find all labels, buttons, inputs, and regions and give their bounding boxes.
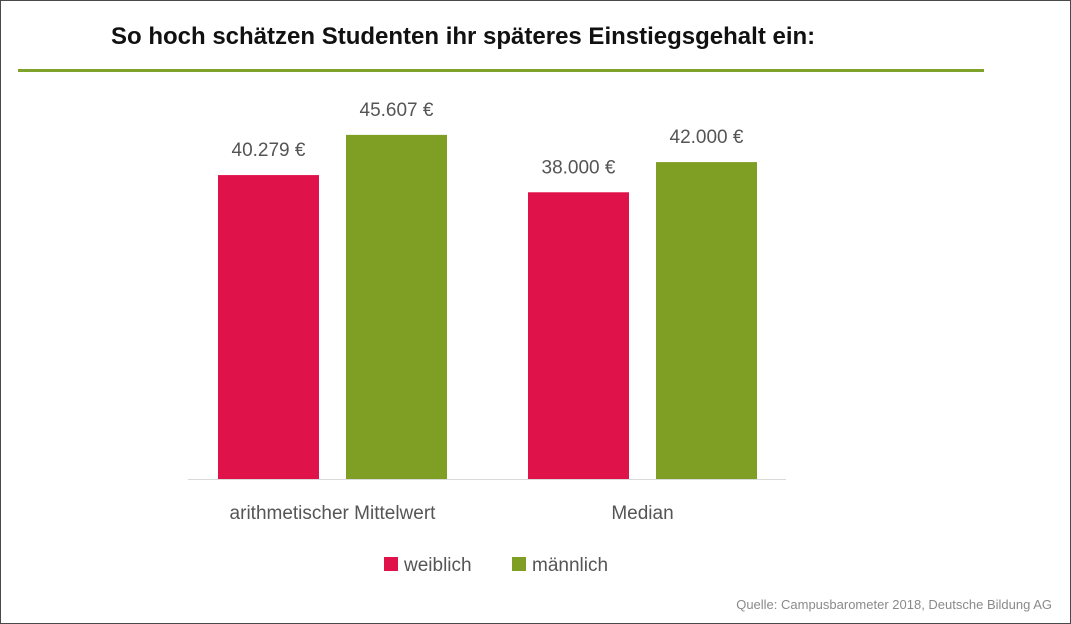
legend-label-weiblich: weiblich <box>403 555 472 576</box>
chart-title: So hoch schätzen Studenten ihr späteres … <box>111 23 816 50</box>
bar-weiblich-0 <box>218 175 319 479</box>
category-label-1: Median <box>611 503 673 524</box>
legend-swatch-maennlich <box>512 557 526 571</box>
legend-swatch-weiblich <box>384 557 398 571</box>
category-label-0: arithmetischer Mittelwert <box>230 503 437 524</box>
legend-label-maennlich: männlich <box>532 555 608 576</box>
data-label-weiblich-1: 38.000 € <box>542 157 616 178</box>
data-label-weiblich-0: 40.279 € <box>232 140 306 161</box>
bar-maennlich-0 <box>346 134 447 479</box>
bar-weiblich-1 <box>528 192 629 480</box>
bar-maennlich-1 <box>656 162 757 479</box>
title-underline <box>18 69 984 72</box>
data-label-maennlich-0: 45.607 € <box>360 100 434 121</box>
data-label-maennlich-1: 42.000 € <box>670 127 744 148</box>
source-note: Quelle: Campusbarometer 2018, Deutsche B… <box>736 597 1052 612</box>
